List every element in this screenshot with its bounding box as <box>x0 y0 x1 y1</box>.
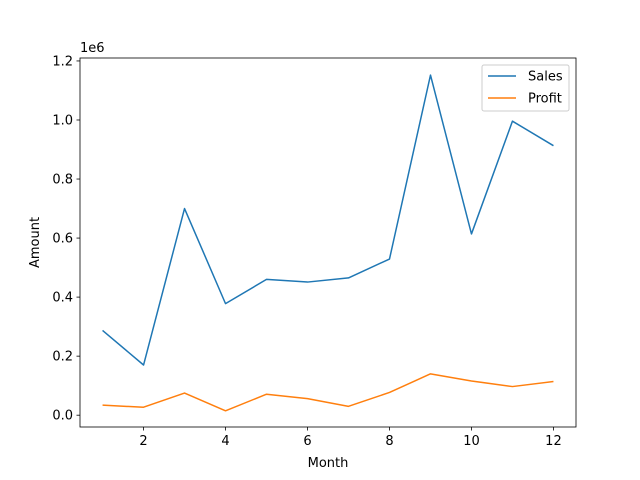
y-tick-label: 0.2 <box>52 350 73 365</box>
x-tick-label: 10 <box>463 434 480 449</box>
plot-frame <box>79 57 577 428</box>
x-tick-label: 8 <box>385 434 393 449</box>
legend-label-sales: Sales <box>528 70 563 85</box>
series-group <box>102 74 554 412</box>
y-tick-label: 0.0 <box>52 409 73 424</box>
series-line-sales <box>102 74 554 366</box>
y-tick-label: 0.6 <box>52 232 73 247</box>
y-axis-offset-text: 1e6 <box>80 41 105 56</box>
y-tick-label: 1.2 <box>52 54 73 69</box>
x-tick-label: 6 <box>303 434 311 449</box>
y-tick-label: 0.8 <box>52 173 73 188</box>
y-tick-label: 1.0 <box>52 113 73 128</box>
legend-label-profit: Profit <box>528 92 562 107</box>
y-axis-label: Amount <box>28 217 43 268</box>
series-line-profit <box>102 373 554 412</box>
legend: Sales Profit <box>481 64 570 112</box>
x-ticks: 2 4 6 8 10 12 <box>139 427 562 449</box>
x-tick-label: 2 <box>139 434 147 449</box>
x-tick-label: 12 <box>545 434 562 449</box>
y-ticks: 0.0 0.2 0.4 0.6 0.8 1.0 1.2 <box>52 54 80 424</box>
y-tick-label: 0.4 <box>52 291 73 306</box>
x-axis-label: Month <box>308 456 349 471</box>
x-tick-label: 4 <box>221 434 229 449</box>
